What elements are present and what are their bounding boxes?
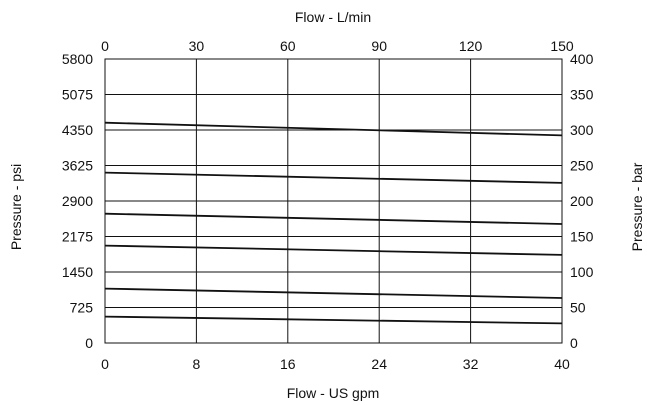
y-tick-label: 2175 bbox=[62, 229, 93, 245]
y2-tick-label: 50 bbox=[570, 300, 586, 316]
series-line-4 bbox=[104, 244, 563, 256]
y2-tick-label: 250 bbox=[570, 158, 594, 174]
x2-axis-title: Flow - L/min bbox=[295, 9, 371, 25]
series-line-2 bbox=[104, 171, 563, 184]
x-tick-label: 32 bbox=[463, 356, 479, 372]
y2-tick-label: 400 bbox=[570, 51, 594, 67]
y2-tick-label: 300 bbox=[570, 122, 594, 138]
y-tick-label: 0 bbox=[85, 335, 93, 351]
y-tick-label: 4350 bbox=[62, 122, 93, 138]
x-tick-label: 0 bbox=[101, 356, 109, 372]
y2-tick-label: 200 bbox=[570, 193, 594, 209]
x2-tick-label: 120 bbox=[459, 38, 483, 54]
x2-tick-label: 150 bbox=[550, 38, 574, 54]
series-line-1 bbox=[104, 121, 563, 137]
series-lines bbox=[104, 121, 563, 325]
y2-tick-label: 150 bbox=[570, 229, 594, 245]
x-tick-label: 24 bbox=[371, 356, 387, 372]
x2-tick-label: 0 bbox=[101, 38, 109, 54]
series-line-3 bbox=[104, 212, 563, 225]
x2-tick-label: 60 bbox=[280, 38, 296, 54]
x-tick-label: 8 bbox=[193, 356, 201, 372]
y-tick-label: 5800 bbox=[62, 51, 93, 67]
x-tick-label: 16 bbox=[280, 356, 296, 372]
grid bbox=[104, 58, 563, 344]
x-tick-labels: 0 8 16 24 32 40 bbox=[101, 356, 570, 372]
y-tick-label: 5075 bbox=[62, 87, 93, 103]
x2-tick-labels: 0 30 60 90 120 150 bbox=[101, 38, 574, 54]
series-line-5 bbox=[104, 287, 563, 299]
y2-tick-label: 0 bbox=[570, 335, 578, 351]
y-tick-label: 3625 bbox=[62, 158, 93, 174]
y2-tick-label: 100 bbox=[570, 264, 594, 280]
y2-tick-label: 350 bbox=[570, 87, 594, 103]
y-tick-label: 2900 bbox=[62, 193, 93, 209]
x-tick-label: 40 bbox=[554, 356, 570, 372]
y-axis-title: Pressure - psi bbox=[8, 164, 24, 250]
series-line-6 bbox=[104, 315, 563, 325]
x2-tick-label: 90 bbox=[371, 38, 387, 54]
y-tick-label: 1450 bbox=[62, 264, 93, 280]
y2-axis-title: Pressure - bar bbox=[629, 162, 645, 251]
y2-tick-labels: 0 50 100 150 200 250 300 350 400 bbox=[570, 51, 594, 351]
x-axis-title: Flow - US gpm bbox=[287, 385, 380, 401]
y-tick-label: 725 bbox=[70, 300, 94, 316]
y-tick-labels: 0 725 1450 2175 2900 3625 4350 5075 5800 bbox=[62, 51, 93, 351]
x2-tick-label: 30 bbox=[189, 38, 205, 54]
